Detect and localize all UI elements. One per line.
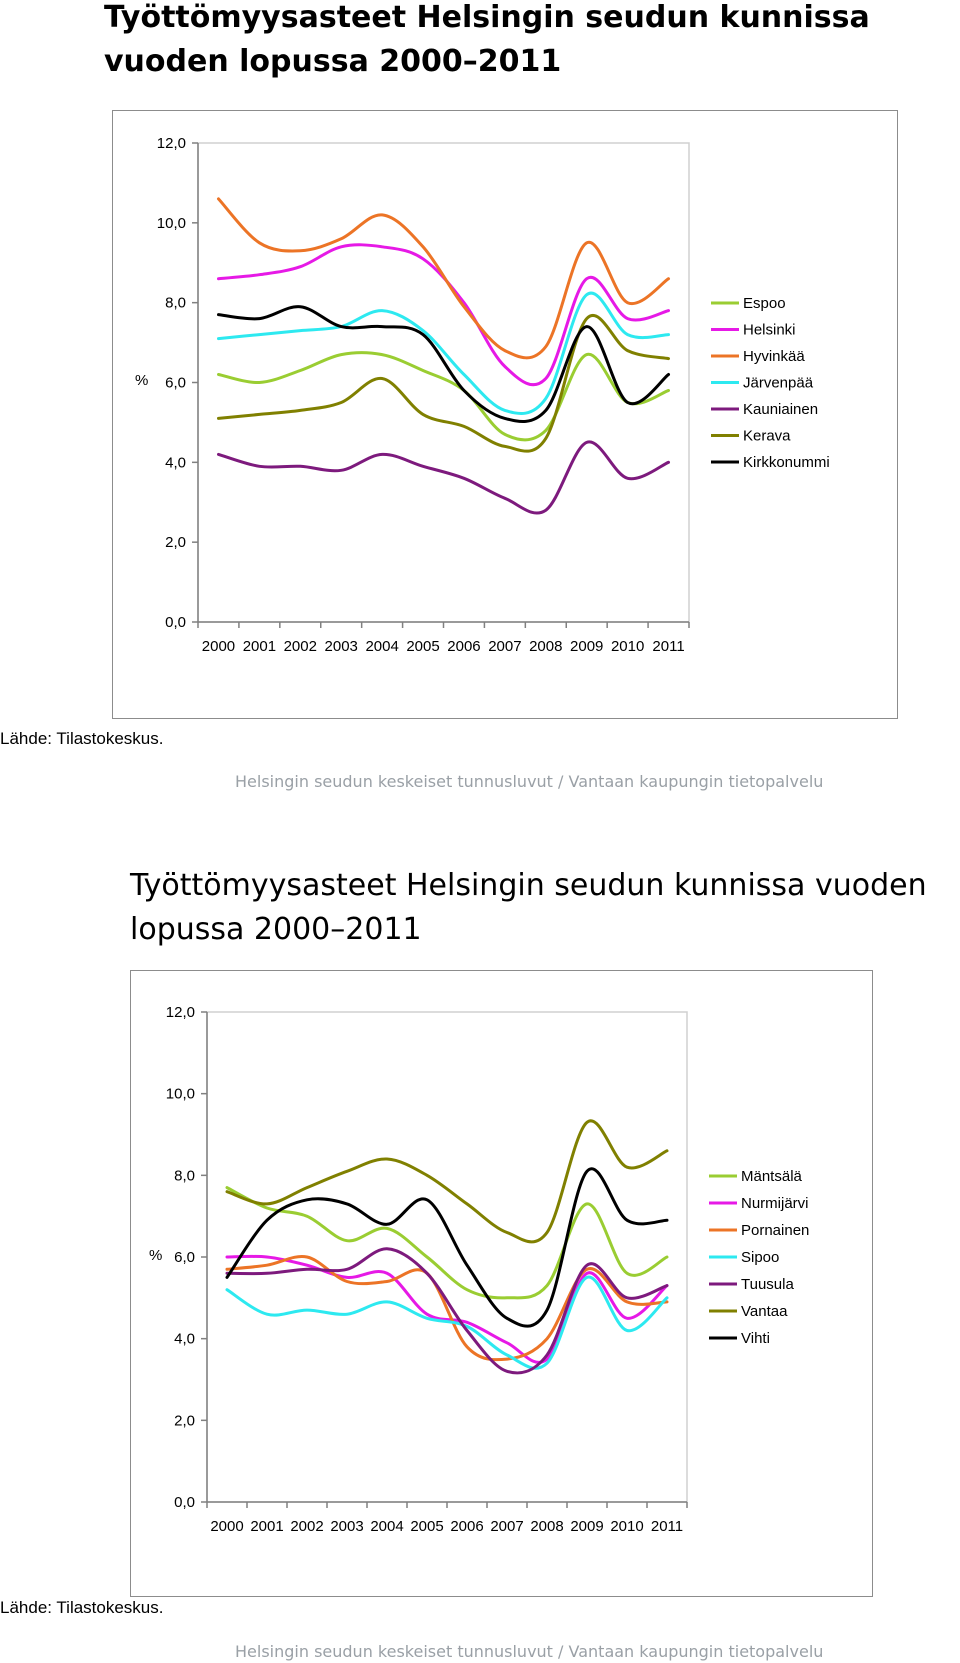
y-tick-label: 12,0 xyxy=(157,135,186,152)
series-line-vihti xyxy=(225,1167,669,1328)
legend-entry-label: Sipoo xyxy=(741,1249,779,1266)
x-tick-label: 2003 xyxy=(325,638,358,655)
series-line-helsinki xyxy=(217,243,670,387)
y-tick-label: 12,0 xyxy=(166,1004,195,1021)
series-line-hyvinkää xyxy=(217,197,670,360)
x-tick-label: 2005 xyxy=(406,638,439,655)
series-line-kirkkonummi xyxy=(217,305,670,423)
series-line-kauniainen xyxy=(217,440,670,515)
x-tick-label: 2000 xyxy=(202,638,235,655)
legend-entry-label: Espoo xyxy=(743,295,786,312)
y-tick-label: 8,0 xyxy=(165,295,186,312)
x-tick-label: 2002 xyxy=(290,1518,323,1535)
legend-entry-label: Helsinki xyxy=(743,322,796,339)
series-line-mäntsälä xyxy=(225,1186,669,1300)
legend-entry-label: Kauniainen xyxy=(743,401,818,418)
x-tick-label: 2009 xyxy=(570,1518,603,1535)
source-note-top: Lähde: Tilastokeskus. xyxy=(0,729,164,748)
x-tick-label: 2002 xyxy=(284,638,317,655)
legend-entry-label: Hyvinkää xyxy=(743,348,805,365)
series-line-järvenpää xyxy=(217,291,670,415)
x-tick-label: 2010 xyxy=(610,1518,643,1535)
y-tick-label: 2,0 xyxy=(165,534,186,551)
page-footer-bottom: Helsingin seudun keskeiset tunnusluvut /… xyxy=(235,1642,824,1661)
x-tick-label: 2011 xyxy=(651,1518,683,1535)
legend-entry-label: Tuusula xyxy=(741,1276,794,1293)
x-tick-label: 2008 xyxy=(530,1518,563,1535)
line-chart-bottom: 0,0 2,0 4,0 6,0 8,0 10,0 12,0% 2000 2001 2002 2003… xyxy=(149,1004,809,1535)
legend-entry-label: Kerava xyxy=(743,428,791,445)
chart-title-top: Työttömyysasteet Helsingin seudun kunnis… xyxy=(104,0,870,79)
x-tick-label: 2005 xyxy=(410,1518,443,1535)
y-axis-label: % xyxy=(135,372,148,389)
series-line-vantaa xyxy=(225,1119,669,1244)
legend-entry-label: Vihti xyxy=(741,1330,770,1347)
chart-area-top: 0,0 2,0 4,0 6,0 8,0 10,0 12,0% 2000 2001 2002 2003… xyxy=(112,110,898,719)
x-tick-label: 2011 xyxy=(652,638,684,655)
series-line-espoo xyxy=(217,351,670,442)
series-line-kerava xyxy=(217,314,670,453)
line-chart-top: 0,0 2,0 4,0 6,0 8,0 10,0 12,0% 2000 2001 2002 2003… xyxy=(135,135,830,655)
x-tick-label: 2008 xyxy=(529,638,562,655)
chart-title-bottom: Työttömyysasteet Helsingin seudun kunnis… xyxy=(130,868,927,947)
legend-entry-label: Pornainen xyxy=(741,1222,809,1239)
page-footer-top: Helsingin seudun keskeiset tunnusluvut /… xyxy=(235,772,824,791)
y-tick-label: 8,0 xyxy=(174,1167,195,1184)
y-tick-label: 10,0 xyxy=(157,215,186,232)
series-line-sipoo xyxy=(225,1275,669,1370)
x-tick-label: 2003 xyxy=(330,1518,363,1535)
x-tick-label: 2007 xyxy=(488,638,521,655)
series-line-nurmijärvi xyxy=(225,1254,669,1364)
y-tick-label: 0,0 xyxy=(165,614,186,631)
x-tick-label: 2004 xyxy=(370,1518,403,1535)
y-tick-label: 10,0 xyxy=(166,1086,195,1103)
x-tick-label: 2000 xyxy=(210,1518,243,1535)
legend-entry-label: Kirkkonummi xyxy=(743,454,830,471)
x-tick-label: 2006 xyxy=(450,1518,483,1535)
x-tick-label: 2001 xyxy=(243,638,276,655)
x-tick-label: 2009 xyxy=(570,638,603,655)
y-tick-label: 2,0 xyxy=(174,1412,195,1429)
y-tick-label: 6,0 xyxy=(174,1249,195,1266)
y-tick-label: 6,0 xyxy=(165,375,186,392)
y-tick-label: 0,0 xyxy=(174,1494,195,1511)
legend-entry-label: Mäntsälä xyxy=(741,1168,803,1185)
x-tick-label: 2001 xyxy=(250,1518,283,1535)
source-note-bottom: Lähde: Tilastokeskus. xyxy=(0,1598,164,1617)
chart-area-bottom: 0,0 2,0 4,0 6,0 8,0 10,0 12,0% 2000 2001 2002 2003… xyxy=(130,970,873,1597)
x-tick-label: 2004 xyxy=(365,638,398,655)
x-tick-label: 2006 xyxy=(447,638,480,655)
y-tick-label: 4,0 xyxy=(174,1331,195,1348)
legend-entry-label: Nurmijärvi xyxy=(741,1195,809,1212)
x-tick-label: 2010 xyxy=(611,638,644,655)
series-line-tuusula xyxy=(225,1247,669,1375)
legend-entry-label: Järvenpää xyxy=(743,375,814,392)
x-tick-label: 2007 xyxy=(490,1518,523,1535)
legend-entry-label: Vantaa xyxy=(741,1303,788,1320)
y-axis-label: % xyxy=(149,1247,162,1264)
y-tick-label: 4,0 xyxy=(165,454,186,471)
